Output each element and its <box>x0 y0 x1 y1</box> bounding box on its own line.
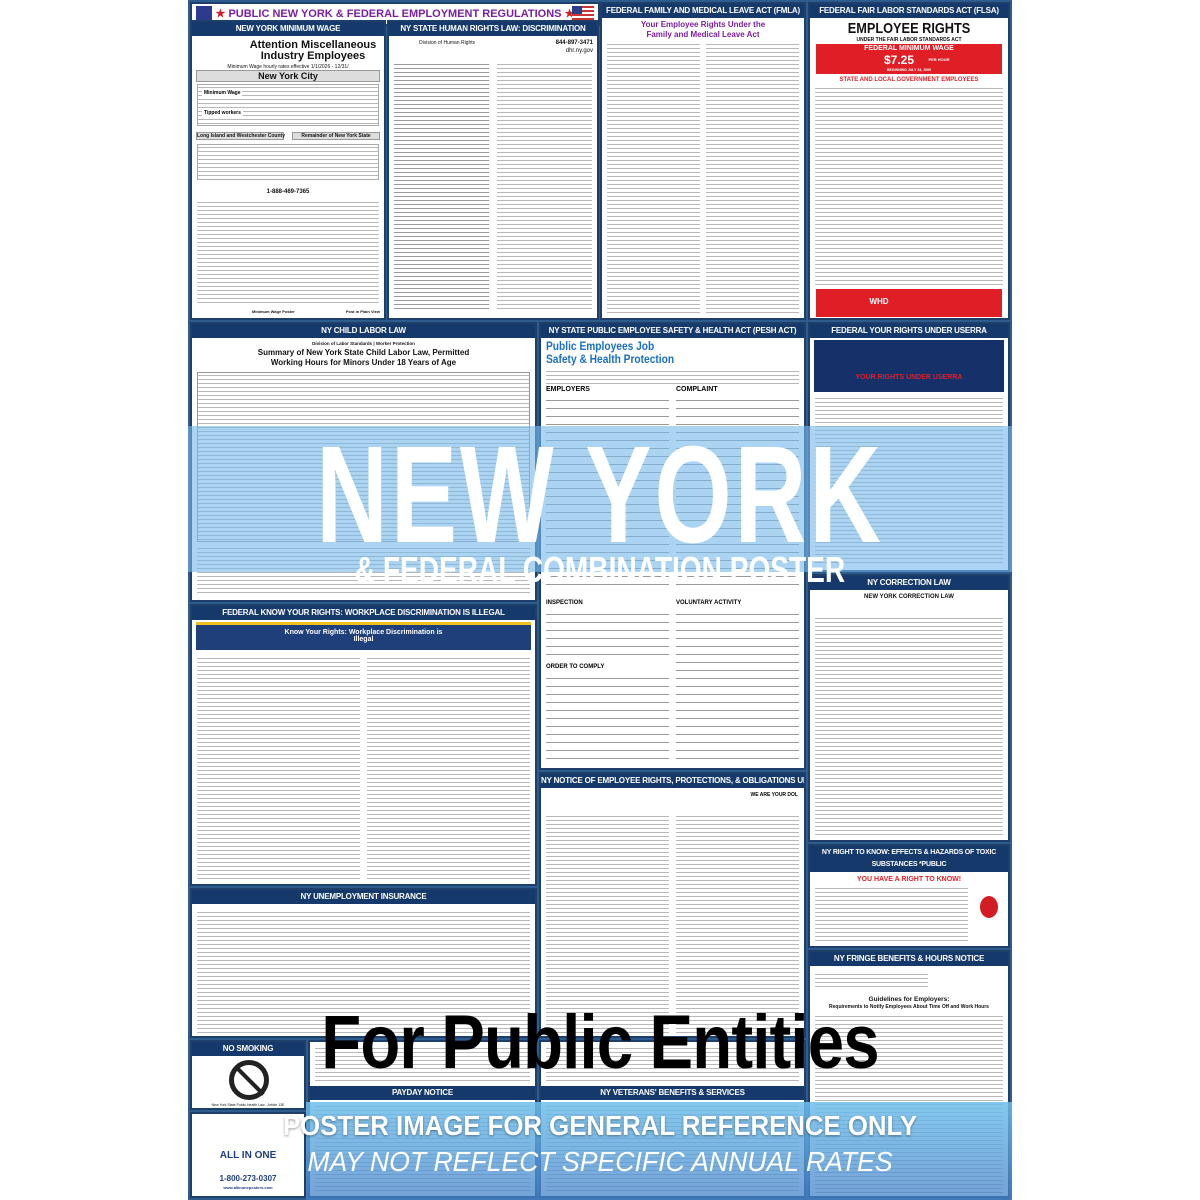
panel-header: NY STATE HUMAN RIGHTS LAW: DISCRIMINATIO… <box>389 22 597 36</box>
whd-footer: WHD <box>816 289 1002 317</box>
panel-header: NY RIGHT TO KNOW: EFFECTS & HAZARDS OF T… <box>810 846 1008 872</box>
li-heading: Long Island and Westchester County <box>196 132 285 140</box>
panel-title: Know Your Rights: Workplace Discriminati… <box>284 629 443 643</box>
headline: NEW YORK <box>316 418 884 572</box>
panel-header: FEDERAL FAIR LABOR STANDARDS ACT (FLSA) <box>810 4 1008 18</box>
federal-minimum-wage-box: FEDERAL MINIMUM WAGE $7.25 PER HOUR BEGI… <box>816 44 1002 74</box>
rest-heading: Remainder of New York State <box>292 132 380 140</box>
footer-right: Post in Plain View <box>345 309 380 314</box>
brand-logo: ALL IN ONE <box>219 1150 277 1161</box>
panel-header: NY NOTICE OF EMPLOYEE RIGHTS, PROTECTION… <box>541 774 804 788</box>
panel-subtitle: UNDER THE FAIR LABOR STANDARDS ACT <box>856 37 962 43</box>
brand-site: www.allinoneposters.com <box>223 1185 273 1190</box>
disclaimer-line-1: POSTER IMAGE FOR GENERAL REFERENCE ONLY <box>282 1110 918 1141</box>
panel-fmla: FEDERAL FAMILY AND MEDICAL LEAVE ACT (FM… <box>600 2 806 320</box>
tipped-workers-label: Tipped workers <box>202 110 243 116</box>
panel-header: FEDERAL FAMILY AND MEDICAL LEAVE ACT (FM… <box>602 4 804 18</box>
no-smoking-icon <box>229 1060 269 1100</box>
panel-subtitle: Minimum Wage hourly rates effective 1/1/… <box>227 64 349 70</box>
worker-icon <box>980 896 998 918</box>
panel-subtitle: Requirements to Notify Employees About T… <box>829 1004 989 1010</box>
inspection-heading: INSPECTION <box>546 600 583 606</box>
panel-flsa: FEDERAL FAIR LABOR STANDARDS ACT (FLSA) … <box>808 2 1010 320</box>
per-hour: PER HOUR <box>928 57 950 62</box>
section-heading: STATE AND LOCAL GOVERNMENT EMPLOYEES <box>839 77 979 83</box>
panel-title: Attention Miscellaneous Industry Employe… <box>249 39 377 62</box>
employers-heading: EMPLOYERS <box>546 386 590 393</box>
panel-header: NY STATE PUBLIC EMPLOYEE SAFETY & HEALTH… <box>541 324 804 338</box>
whd-logo: WHD <box>869 297 889 306</box>
panel-title: Summary of New York State Child Labor La… <box>257 348 470 367</box>
panel-title: YOU HAVE A RIGHT TO KNOW! <box>856 876 962 883</box>
panel-header: FEDERAL YOUR RIGHTS UNDER USERRA <box>810 324 1008 338</box>
panel-human-rights: NY STATE HUMAN RIGHTS LAW: DISCRIMINATIO… <box>387 20 599 320</box>
disclaimer-band <box>306 1102 1012 1200</box>
eeoc-banner: Know Your Rights: Workplace Discriminati… <box>196 622 531 650</box>
division: Division of Labor Standards | Worker Pro… <box>312 341 415 346</box>
panel-header: NY CHILD LABOR LAW <box>192 324 535 338</box>
brand-phone: 1-800-273-0307 <box>219 1174 277 1183</box>
footer: New York State Public Health Law - Artic… <box>211 1103 285 1107</box>
phone: 844-897-3471 <box>555 40 593 46</box>
ny-seal-icon <box>196 6 212 23</box>
subheadline: & FEDERAL COMBINATION POSTER <box>354 549 846 590</box>
panel-title: Your Employee Rights Under the Family an… <box>640 20 766 39</box>
panel-header: NEW YORK MINIMUM WAGE <box>192 22 384 36</box>
panel-unemployment: NY UNEMPLOYMENT INSURANCE <box>190 888 537 1038</box>
footer-left: Minimum Wage Poster <box>252 309 295 314</box>
panel-logo: ALL IN ONE 1-800-273-0307 www.allinonepo… <box>190 1112 306 1198</box>
headline-band <box>188 426 1012 572</box>
panel-no-smoking: NO SMOKING New York State Public Health … <box>190 1040 306 1110</box>
panel-min-wage: NEW YORK MINIMUM WAGE Attention Miscella… <box>190 20 386 320</box>
audience-label: For Public Entities <box>321 1000 879 1085</box>
order-heading: ORDER TO COMPLY <box>546 664 605 670</box>
site: dhr.ny.gov <box>565 48 593 54</box>
panel-header: NY UNEMPLOYMENT INSURANCE <box>192 890 535 904</box>
panel-header: NY FRINGE BENEFITS & HOURS NOTICE <box>810 952 1008 966</box>
wage-rate: $7.25 <box>883 53 915 67</box>
panel-title: NEW YORK CORRECTION LAW <box>864 594 954 600</box>
panel-know-your-rights: FEDERAL KNOW YOUR RIGHTS: WORKPLACE DISC… <box>190 604 537 886</box>
panel-title: Public Employees Job Safety & Health Pro… <box>546 339 675 366</box>
panel-header: NO SMOKING <box>192 1042 304 1056</box>
panel-lls740: NY NOTICE OF EMPLOYEE RIGHTS, PROTECTION… <box>539 772 806 1038</box>
fmw-label: FEDERAL MINIMUM WAGE <box>864 45 954 52</box>
panel-header: NY VETERANS' BENEFITS & SERVICES <box>541 1086 804 1100</box>
userra-banner: YOUR RIGHTS UNDER USERRA <box>814 340 1004 392</box>
nyc-heading: New York City <box>196 70 380 82</box>
panel-right-to-know: NY RIGHT TO KNOW: EFFECTS & HAZARDS OF T… <box>808 844 1010 948</box>
panel-correction: NY CORRECTION LAW NEW YORK CORRECTION LA… <box>808 574 1010 842</box>
panel-title: YOUR RIGHTS UNDER USERRA <box>855 374 963 381</box>
panel-header: PAYDAY NOTICE <box>310 1086 535 1100</box>
effective-date: BEGINNING JULY 24, 2009 <box>887 68 931 72</box>
poster-title-banner: ★ PUBLIC NEW YORK & FEDERAL EMPLOYMENT R… <box>190 2 600 26</box>
us-flag-icon <box>572 6 594 21</box>
dol-logo: WE ARE YOUR DOL <box>750 792 798 798</box>
phone: 1-888-469-7365 <box>266 189 310 195</box>
panel-header: NY CORRECTION LAW <box>810 576 1008 590</box>
panel-header: FEDERAL KNOW YOUR RIGHTS: WORKPLACE DISC… <box>192 606 535 620</box>
panel-title: Guidelines for Employers: <box>868 996 950 1003</box>
complaint-heading: COMPLAINT <box>676 386 718 393</box>
panel-title: EMPLOYEE RIGHTS <box>847 20 971 37</box>
minimum-wage-label: Minimum Wage <box>202 90 243 96</box>
poster-title: PUBLIC NEW YORK & FEDERAL EMPLOYMENT REG… <box>228 8 562 20</box>
agency: Division of Human Rights <box>419 40 476 46</box>
disclaimer-line-2: MAY NOT REFLECT SPECIFIC ANNUAL RATES <box>307 1146 893 1177</box>
voluntary-heading: VOLUNTARY ACTIVITY <box>676 600 742 606</box>
